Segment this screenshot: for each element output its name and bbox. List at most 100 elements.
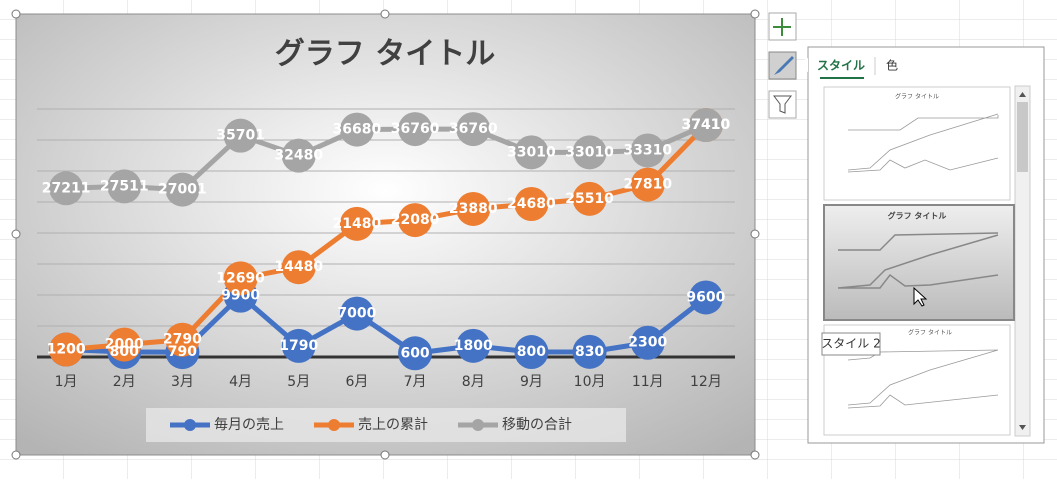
legend-label: 移動の合計 xyxy=(502,417,572,433)
data-label: 33010 xyxy=(565,144,614,160)
thumbnail-lines xyxy=(847,113,999,173)
thumbnail-lines xyxy=(837,232,999,289)
marker xyxy=(456,112,491,147)
chart-title[interactable]: グラフ タイトル xyxy=(275,37,495,72)
marker xyxy=(514,335,549,370)
marker xyxy=(165,322,200,357)
data-label: 33310 xyxy=(623,142,672,158)
marker xyxy=(223,261,258,296)
thumbnail-title: グラフ タイトル xyxy=(888,211,947,221)
data-label: 35701 xyxy=(216,128,265,144)
marker xyxy=(339,206,374,241)
x-tick-label: 7月 xyxy=(404,374,427,390)
data-label: 27511 xyxy=(100,178,149,194)
x-tick-label: 4月 xyxy=(229,374,252,390)
legend-label: 売上の累計 xyxy=(358,417,428,433)
data-label: 27211 xyxy=(42,180,91,196)
tab-underline xyxy=(820,77,864,79)
handle[interactable] xyxy=(11,450,21,460)
data-label: 23880 xyxy=(449,201,498,217)
data-label: 27810 xyxy=(623,177,672,193)
x-tick-label: 11月 xyxy=(632,374,664,390)
data-label: 2000 xyxy=(105,337,144,353)
tab[interactable]: 色 xyxy=(886,59,898,73)
marker xyxy=(165,172,200,207)
data-label: 9900 xyxy=(221,288,260,304)
legend: 毎月の売上 売上の累計 移動の合計 xyxy=(170,417,572,433)
marker xyxy=(572,181,607,216)
marker xyxy=(107,169,142,204)
legend-marker xyxy=(184,419,196,431)
handle[interactable] xyxy=(380,9,390,19)
handle[interactable] xyxy=(11,229,21,239)
tooltip-box xyxy=(821,332,881,356)
plot: 1月 2月 3月 4月 5月 6月 7月 8月 9月 10月 11月 12月 1200 800 790 990… xyxy=(37,108,735,390)
data-label: 2790 xyxy=(163,332,202,348)
data-label: 14480 xyxy=(274,259,323,275)
filter-icon xyxy=(773,95,792,114)
data-label: 37410 xyxy=(682,117,731,133)
data-label: 32480 xyxy=(274,148,323,164)
marker xyxy=(572,334,607,369)
style-thumbnail[interactable] xyxy=(823,204,1015,321)
marker xyxy=(281,138,316,173)
data-label: 1200 xyxy=(47,342,86,358)
data-label: 2300 xyxy=(628,335,667,351)
data-label: 1790 xyxy=(279,338,318,354)
data-label: 7000 xyxy=(337,306,376,322)
handle[interactable] xyxy=(11,9,21,19)
data-label: 830 xyxy=(575,344,604,360)
marker xyxy=(339,296,374,331)
legend-marker xyxy=(472,419,484,431)
marker xyxy=(281,328,316,363)
x-tick-label: 12月 xyxy=(690,374,722,390)
data-label: 1800 xyxy=(454,338,493,354)
style-thumbnail[interactable] xyxy=(823,86,1011,201)
handle[interactable] xyxy=(750,9,760,19)
marker xyxy=(223,118,258,153)
data-label: 21480 xyxy=(333,216,382,232)
handle[interactable] xyxy=(750,450,760,460)
cursor xyxy=(913,286,928,307)
marker xyxy=(49,171,84,206)
data-label: 600 xyxy=(400,345,429,361)
marker xyxy=(339,112,374,147)
x-tick-label: 5月 xyxy=(287,374,310,390)
marker xyxy=(630,133,665,168)
marker xyxy=(107,327,142,362)
marker xyxy=(630,167,665,202)
plus-icon xyxy=(773,18,791,36)
data-label: 12690 xyxy=(216,270,265,286)
chart-area[interactable] xyxy=(15,13,756,456)
chart-buttons xyxy=(768,12,797,119)
handle[interactable] xyxy=(750,229,760,239)
data-label: 24680 xyxy=(507,196,556,212)
brush-icon xyxy=(774,56,794,75)
legend-label: 毎月の売上 xyxy=(214,417,284,433)
data-label: 790 xyxy=(168,344,197,360)
data-label: 37410 xyxy=(682,117,731,133)
x-tick-label: 6月 xyxy=(345,374,368,390)
tab[interactable]: スタイル xyxy=(817,59,865,73)
marker xyxy=(456,328,491,363)
data-label: 22080 xyxy=(391,212,440,228)
data-label: 1200 xyxy=(47,342,86,358)
legend-box[interactable] xyxy=(146,408,626,442)
marker xyxy=(456,191,491,226)
marker xyxy=(630,325,665,360)
marker xyxy=(514,186,549,221)
scroll-thumb[interactable] xyxy=(1017,102,1028,172)
x-tick-label: 10月 xyxy=(574,374,606,390)
data-label: 33010 xyxy=(507,144,556,160)
style-panel: スタイル 色 グラフ タイトル グラフ タイトル グラフ タイトル スタイル 2 xyxy=(797,46,1045,444)
marker xyxy=(514,135,549,170)
data-label: 800 xyxy=(110,344,139,360)
tooltip: スタイル 2 xyxy=(821,337,880,351)
data-label: 36760 xyxy=(449,121,498,137)
marker xyxy=(688,280,723,315)
handle[interactable] xyxy=(380,450,390,460)
data-label: 25510 xyxy=(565,191,614,207)
filter-button[interactable] xyxy=(768,90,797,119)
marker xyxy=(49,332,84,367)
